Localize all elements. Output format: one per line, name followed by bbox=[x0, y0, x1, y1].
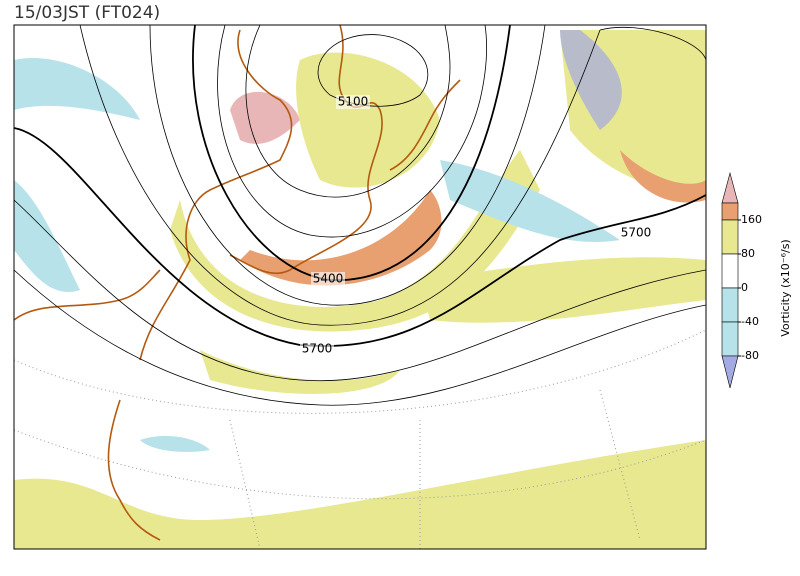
colorbar-segment bbox=[721, 321, 739, 357]
contour-label: 5100 bbox=[338, 95, 369, 109]
colorbar-segment bbox=[721, 219, 739, 255]
height-contours bbox=[14, 25, 706, 406]
colorbar: 160 80 0 -40 -80 bbox=[721, 171, 762, 389]
contour-label-bg bbox=[336, 95, 370, 109]
map bbox=[13, 24, 707, 550]
coastline bbox=[14, 25, 461, 541]
colorbar-title: Vorticity (x10⁻⁶/s) bbox=[779, 239, 792, 336]
colorbar-tick-label: 80 bbox=[741, 247, 755, 260]
colorbar-triangle bbox=[721, 171, 739, 204]
colorbar-tick-label: 0 bbox=[741, 281, 748, 294]
contour-label: 5400 bbox=[313, 272, 344, 286]
contour-label-bg bbox=[300, 342, 334, 356]
contour-labels: 5100 5400 5700 5700 bbox=[300, 95, 653, 356]
contour-label-bg bbox=[619, 226, 653, 240]
colorbar-tick-label: -80 bbox=[741, 349, 759, 362]
map-title: 15/03JST (FT024) bbox=[14, 3, 160, 23]
contour-label: 5700 bbox=[302, 342, 333, 356]
colorbar-segment bbox=[721, 287, 739, 323]
contour-label: 5700 bbox=[621, 226, 652, 240]
contour-label-bg bbox=[311, 272, 345, 286]
colorbar-segment bbox=[721, 253, 739, 289]
graticule bbox=[14, 329, 706, 549]
map-frame bbox=[13, 24, 707, 550]
colorbar-tick-label: -40 bbox=[741, 315, 759, 328]
colorbar-tick-label: 160 bbox=[741, 213, 762, 226]
colorbar-segment bbox=[721, 202, 739, 221]
colorbar-triangle bbox=[721, 355, 739, 389]
